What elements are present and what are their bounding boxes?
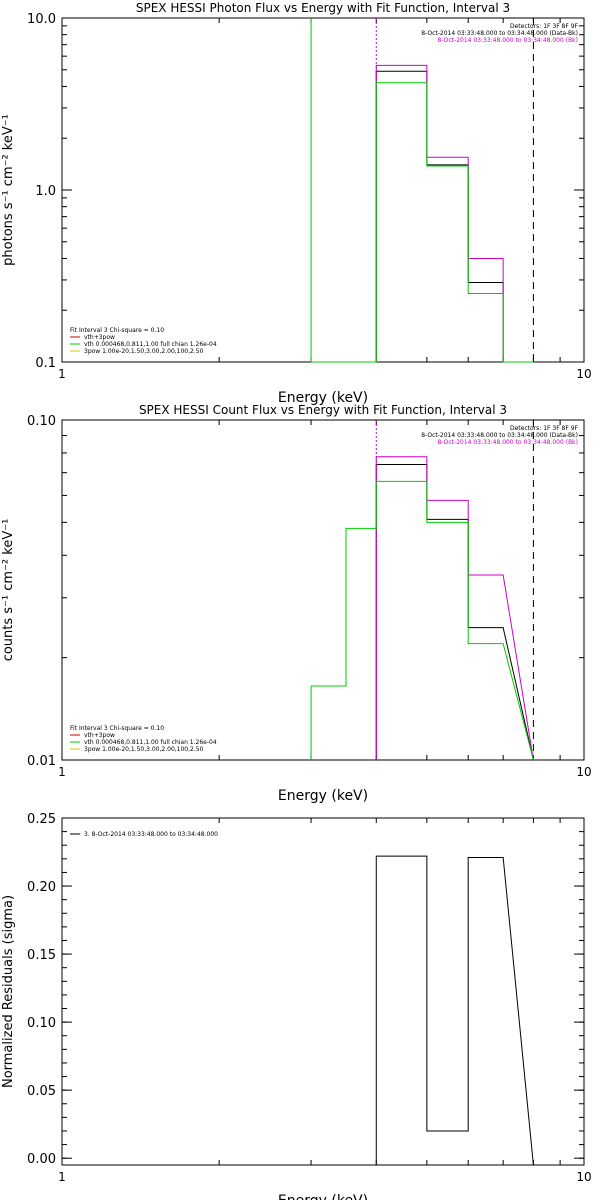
x-axis-label: Energy (keV) — [278, 788, 368, 804]
legend-label: 3pow 1.00e-20,1.50,3.00,2.00,100,2.50 — [84, 348, 204, 355]
header-annotation: Detectors: 1F 3F 8F 9F — [510, 23, 579, 30]
x-tick-label: 10 — [576, 1170, 591, 1184]
spectrum-step-line — [375, 463, 534, 761]
spectrum-step-line — [310, 480, 534, 761]
x-axis-label: Energy (keV) — [278, 1193, 368, 1200]
legend-title: Fit Interval 3 Chi-square = 0.10 — [70, 725, 164, 732]
y-tick-label: 10.0 — [27, 12, 56, 27]
plot-frame — [61, 419, 585, 761]
x-axis-label: Energy (keV) — [278, 390, 368, 406]
y-axis-label: Normalized Residuals (sigma) — [1, 895, 16, 1088]
y-tick-label: 0.10 — [27, 1016, 56, 1031]
legend-title: Fit Interval 3 Chi-square = 0.10 — [70, 327, 164, 334]
legend-label: vth 0.000468,0.811,1.00 full chian 1.26e… — [84, 739, 217, 746]
plot-frame — [61, 17, 585, 363]
residuals-plot: 1 10 Energy (keV) 0.00 0.05 0.10 0.15 0.20 0.25 N… — [1, 812, 592, 1200]
y-tick-label: 1.0 — [35, 184, 56, 199]
y-tick-label: 0.01 — [27, 754, 56, 769]
header-annotation: 8-Oct-2014 03:33:48.000 to 03:34:48.000 … — [438, 37, 579, 44]
x-tick-label: 10 — [576, 765, 591, 779]
x-tick-label: 1 — [58, 1170, 66, 1184]
y-tick-label: 0.15 — [27, 948, 56, 963]
y-tick-label: 0.00 — [27, 1152, 56, 1167]
legend-label: vth+3pow — [84, 334, 115, 341]
spectrum-step-line — [311, 70, 534, 363]
residual-step-line — [375, 855, 534, 1166]
legend-label: vth 0.000468,0.811,1.00 full chian 1.26e… — [84, 341, 217, 348]
y-tick-label: 0.25 — [27, 812, 56, 827]
chart-title: SPEX HESSI Count Flux vs Energy with Fit… — [139, 403, 507, 417]
spectrum-step-line — [311, 64, 534, 363]
spectrum-step-line — [375, 456, 534, 761]
y-axis-label: photons s⁻¹ cm⁻² keV⁻¹ — [1, 114, 16, 266]
count-flux-plot: SPEX HESSI Count Flux vs Energy with Fit… — [1, 403, 592, 804]
header-annotation: 8-Oct-2014 03:33:48.000 to 03:34:48.000 … — [421, 30, 578, 37]
photon-flux-plot: SPEX HESSI Photon Flux vs Energy with Fi… — [1, 1, 592, 406]
chart-title: SPEX HESSI Photon Flux vs Energy with Fi… — [136, 1, 510, 15]
x-tick-label: 10 — [576, 367, 591, 381]
y-axis-label: counts s⁻¹ cm⁻² keV⁻¹ — [1, 519, 16, 662]
x-tick-label: 1 — [58, 765, 66, 779]
spectrum-step-line — [311, 82, 534, 363]
header-annotation: 8-Oct-2014 03:33:48.000 to 03:34:48.000 … — [421, 432, 578, 439]
y-tick-label: 0.20 — [27, 880, 56, 895]
y-tick-label: 0.05 — [27, 1084, 56, 1099]
header-annotation: 8-Oct-2014 03:33:48.000 to 03:34:48.000 … — [438, 439, 579, 446]
legend-label: 3pow 1.00e-20,1.50,3.00,2.00,100,2.50 — [84, 746, 204, 753]
header-annotation: Detectors: 1F 3F 8F 9F — [510, 425, 579, 432]
legend-label: vth+3pow — [84, 732, 115, 739]
x-tick-label: 1 — [58, 367, 66, 381]
plot-frame — [61, 817, 585, 1166]
y-tick-label: 0.1 — [35, 356, 56, 371]
legend-label: 3. 8-Oct-2014 03:33:48.000 to 03:34:48.0… — [84, 831, 218, 838]
y-tick-label: 0.10 — [27, 414, 56, 429]
